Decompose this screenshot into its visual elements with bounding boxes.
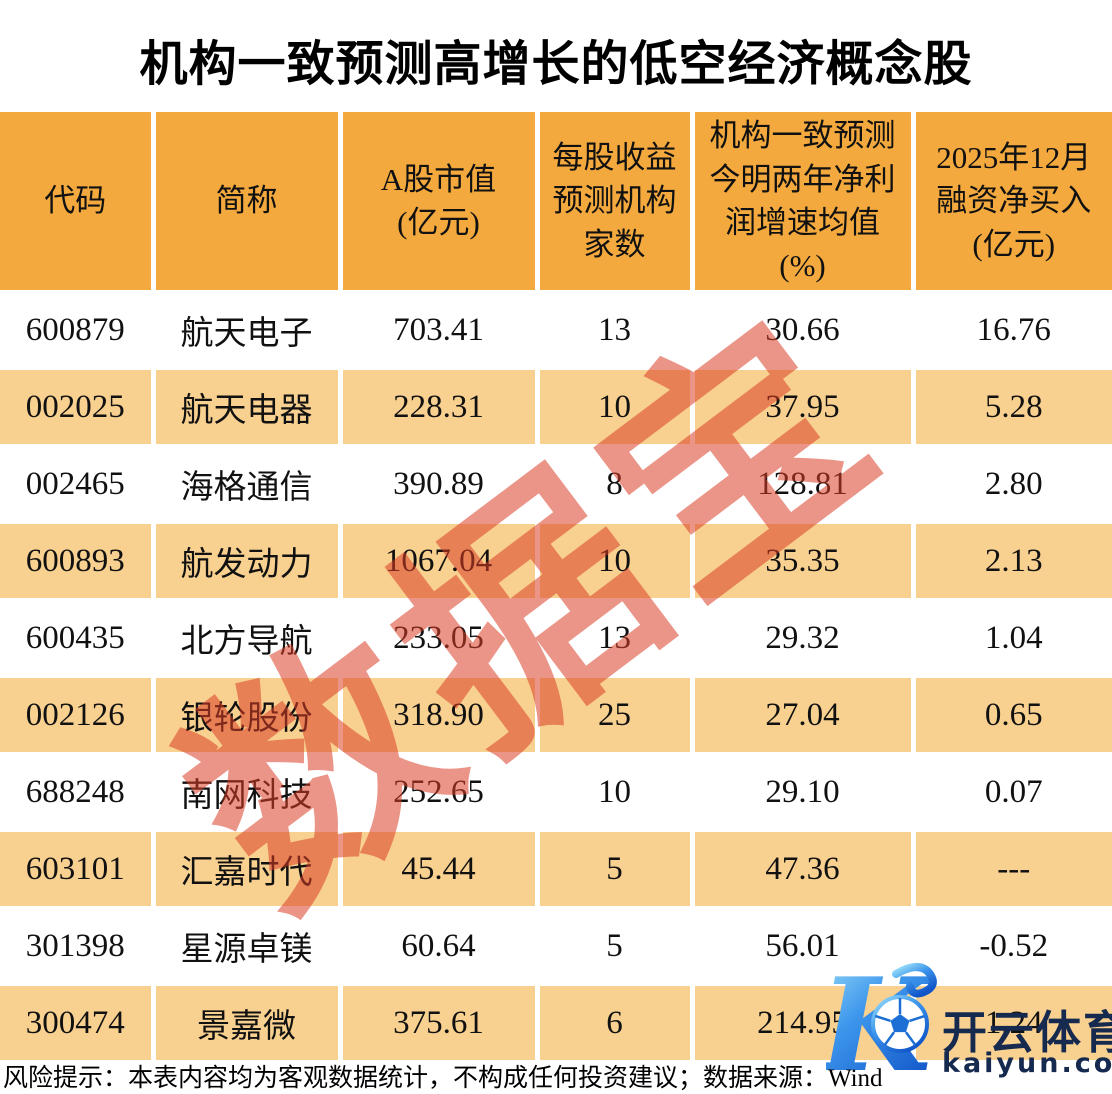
table-cell: 375.61 [337, 983, 537, 1060]
table-cell: 0.07 [910, 752, 1112, 831]
table-cell: 25 [534, 675, 692, 754]
table-row: 600893 航发动力 1067.04 10 35.35 2.13 [0, 521, 1112, 600]
table-cell: 6 [534, 983, 692, 1060]
table-row: 002025 航天电器 228.31 10 37.95 5.28 [0, 367, 1112, 446]
table-cell: 300474 [0, 983, 153, 1060]
table-cell: 航天电子 [150, 290, 340, 369]
table-cell: 29.10 [689, 752, 913, 831]
table-cell: 252.65 [337, 752, 537, 831]
table-cell: 1.04 [910, 598, 1112, 677]
table-body: 600879 航天电子 703.41 13 30.66 16.76 002025 航天电器 22… [0, 290, 1112, 1060]
table-header: 代码 简称 A股市值 (亿元) 每股收益 预测机构 家数 机构一致预测 今明两年… [0, 112, 1112, 292]
table-cell: 0.65 [910, 675, 1112, 754]
table-cell: 318.90 [337, 675, 537, 754]
header-row: 代码 简称 A股市值 (亿元) 每股收益 预测机构 家数 机构一致预测 今明两年… [0, 112, 1112, 292]
table-cell: 5 [534, 829, 692, 908]
table-cell: 60.64 [337, 906, 537, 985]
table-cell: 银轮股份 [150, 675, 340, 754]
kaiyun-k-football-icon: K [826, 958, 937, 1090]
kaiyun-logo-domain: kaiyun.com [942, 1048, 1112, 1079]
table-row: 603101 汇嘉时代 45.44 5 47.36 --- [0, 829, 1112, 908]
column-header-marketcap: A股市值 (亿元) [337, 112, 537, 292]
table-cell: 10 [534, 367, 692, 446]
table-cell: 688248 [0, 752, 153, 831]
table-cell: 10 [534, 521, 692, 600]
table-cell: 703.41 [337, 290, 537, 369]
column-header-financing: 2025年12月 融资净买入 (亿元) [910, 112, 1112, 292]
table-row: 301398 星源卓镁 60.64 5 56.01 -0.52 [0, 906, 1112, 985]
table-cell: 128.81 [689, 444, 913, 523]
table-cell: 214.95 [689, 983, 913, 1060]
table-cell: 航发动力 [150, 521, 340, 600]
table-cell: 002025 [0, 367, 153, 446]
table-cell: 景嘉微 [150, 983, 340, 1060]
table-cell: 002126 [0, 675, 153, 754]
table-cell: 390.89 [337, 444, 537, 523]
table-cell: 37.95 [689, 367, 913, 446]
table-cell: 1.24 [910, 983, 1112, 1060]
table-cell: 29.32 [689, 598, 913, 677]
table-cell: 002465 [0, 444, 153, 523]
table-row: 600435 北方导航 233.05 13 29.32 1.04 [0, 598, 1112, 677]
table-cell: 228.31 [337, 367, 537, 446]
table-cell: 47.36 [689, 829, 913, 908]
table-cell: 航天电器 [150, 367, 340, 446]
table-cell: 16.76 [910, 290, 1112, 369]
table-cell: 56.01 [689, 906, 913, 985]
table-cell: 13 [534, 598, 692, 677]
table-cell: 600879 [0, 290, 153, 369]
column-header-code: 代码 [0, 112, 153, 292]
table-cell: 南网科技 [150, 752, 340, 831]
table-cell: 汇嘉时代 [150, 829, 340, 908]
column-header-growth: 机构一致预测 今明两年净利 润增速均值 (%) [689, 112, 913, 292]
table-cell: -0.52 [910, 906, 1112, 985]
table-cell: 8 [534, 444, 692, 523]
table-cell: 5 [534, 906, 692, 985]
kaiyun-logo-name: 开云体育 [942, 1006, 1112, 1059]
table-cell: 35.35 [689, 521, 913, 600]
table-cell: --- [910, 829, 1112, 908]
table-cell: 5.28 [910, 367, 1112, 446]
table-row: 300474 景嘉微 375.61 6 214.95 1.24 [0, 983, 1112, 1060]
table-row: 600879 航天电子 703.41 13 30.66 16.76 [0, 290, 1112, 369]
table-cell: 北方导航 [150, 598, 340, 677]
football-icon [871, 995, 929, 1053]
table-cell: 301398 [0, 906, 153, 985]
table-cell: 13 [534, 290, 692, 369]
table-cell: 2.13 [910, 521, 1112, 600]
table-cell: 1067.04 [337, 521, 537, 600]
kaiyun-logo: K 开云体育 kaiyun.com [826, 956, 1112, 1094]
table-cell: 600435 [0, 598, 153, 677]
table-row: 688248 南网科技 252.65 10 29.10 0.07 [0, 752, 1112, 831]
column-header-institutions: 每股收益 预测机构 家数 [534, 112, 692, 292]
stocks-table: 代码 简称 A股市值 (亿元) 每股收益 预测机构 家数 机构一致预测 今明两年… [0, 112, 1112, 1060]
table-row: 002465 海格通信 390.89 8 128.81 2.80 [0, 444, 1112, 523]
table-row: 002126 银轮股份 318.90 25 27.04 0.65 [0, 675, 1112, 754]
column-header-name: 简称 [150, 112, 340, 292]
page-title: 机构一致预测高增长的低空经济概念股 [139, 36, 973, 92]
table-cell: 星源卓镁 [150, 906, 340, 985]
table-cell: 233.05 [337, 598, 537, 677]
table-cell: 27.04 [689, 675, 913, 754]
table-cell: 45.44 [337, 829, 537, 908]
table-cell: 30.66 [689, 290, 913, 369]
table-cell: 600893 [0, 521, 153, 600]
risk-note: 风险提示：本表内容均为客观数据统计，不构成任何投资建议；数据来源：Wind [3, 1065, 883, 1092]
table-cell: 603101 [0, 829, 153, 908]
table-cell: 2.80 [910, 444, 1112, 523]
table-cell: 10 [534, 752, 692, 831]
table-cell: 海格通信 [150, 444, 340, 523]
